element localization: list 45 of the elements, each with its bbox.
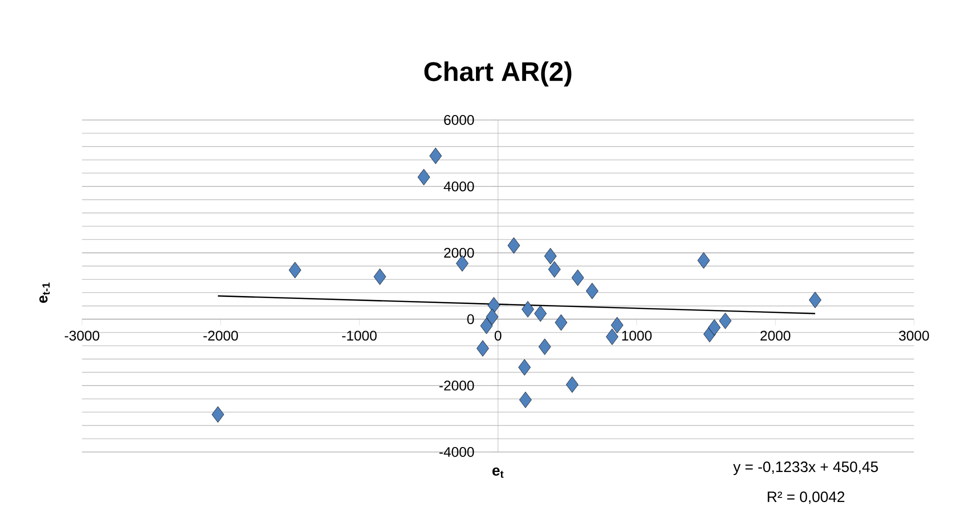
chart-title: Chart AR(2): [424, 61, 572, 86]
point: [480, 318, 493, 334]
point: [212, 406, 224, 423]
point: [586, 282, 598, 300]
point: [566, 376, 578, 393]
point: [708, 319, 721, 336]
point: [719, 312, 732, 330]
point: [548, 261, 561, 278]
y-tick-label: 6000: [444, 115, 474, 125]
x-tick-label: 2000: [760, 330, 790, 341]
text: e$_{t}$: [492, 468, 504, 478]
point: [418, 168, 430, 186]
y-tick-label: -4000: [439, 447, 474, 457]
y-tick-label: 2000: [444, 248, 474, 258]
x-tick-label: -3000: [64, 330, 100, 341]
point: [518, 359, 531, 376]
point: [522, 301, 534, 318]
point: [519, 392, 532, 408]
y-tick-label: 0: [467, 314, 474, 324]
y-tick-label: -2000: [439, 380, 474, 391]
x-tick-label: 0: [494, 330, 502, 341]
x-tick-label: 3000: [899, 330, 929, 341]
point: [429, 148, 442, 164]
point: [374, 268, 386, 285]
x-tick-label: -2000: [203, 330, 238, 341]
point: [554, 314, 568, 331]
point: [572, 270, 584, 286]
point: [488, 297, 500, 314]
point: [486, 308, 498, 326]
point: [508, 237, 520, 254]
y-tick-label: 4000: [444, 181, 474, 192]
text: R² = 0,0042: [768, 492, 844, 504]
x-tick-label: -1000: [342, 330, 377, 341]
text: y = -0,1233x + 450,45: [733, 462, 878, 476]
point: [538, 338, 551, 355]
point: [534, 305, 547, 322]
point: [606, 328, 618, 345]
point: [610, 316, 624, 334]
text: e$_{t-1}$: [39, 282, 50, 303]
point: [697, 252, 710, 269]
point: [476, 340, 489, 357]
x-tick-label: 1000: [622, 330, 652, 341]
point: [288, 262, 302, 278]
point: [808, 292, 822, 308]
point: [544, 248, 557, 264]
